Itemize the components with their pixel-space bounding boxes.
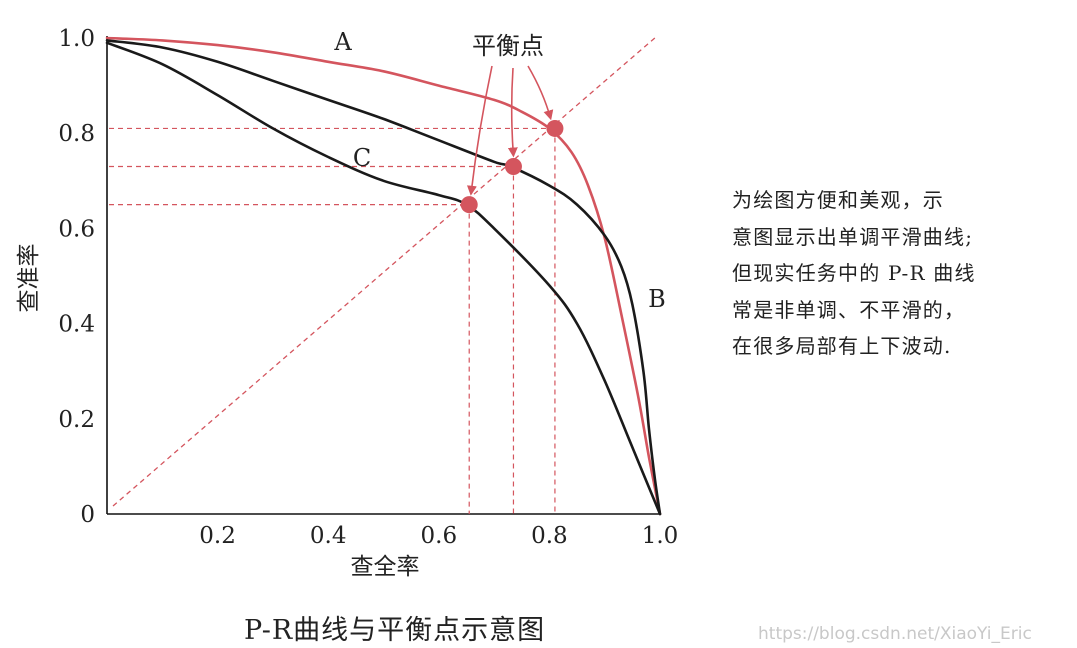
pr-chart: 0.2 0.4 0.6 0.8 1.0 0 0.2 0.4 0.6 0.8 1.… xyxy=(16,26,678,580)
side-note-line: 常是非单调、不平滑的， xyxy=(732,297,966,322)
break-even-arrows xyxy=(466,65,554,196)
curve-b xyxy=(105,39,662,516)
side-note-line: 意图显示出单调平滑曲线; xyxy=(732,224,974,249)
break-even-arrow xyxy=(466,65,493,196)
break-even-points xyxy=(460,119,564,214)
x-axis-label: 查全率 xyxy=(351,554,420,580)
curves xyxy=(105,36,662,516)
break-even-dashed-lines xyxy=(109,36,657,514)
y-tick-label: 0.8 xyxy=(58,121,95,147)
y-axis-label: 查准率 xyxy=(16,244,42,313)
break-even-arrow xyxy=(527,65,554,121)
axes xyxy=(106,36,660,515)
curve-a xyxy=(105,36,662,516)
curve-label-b: B xyxy=(648,285,666,313)
break-even-arrow xyxy=(507,67,518,158)
break-even-point xyxy=(460,196,478,214)
diagonal-reference-line xyxy=(112,36,657,507)
chart-text: 0.2 0.4 0.6 0.8 1.0 0 0.2 0.4 0.6 0.8 1.… xyxy=(16,26,678,580)
break-even-point xyxy=(546,119,564,137)
side-note-line: 为绘图方便和美观，示 xyxy=(732,188,944,212)
x-tick-label: 0.8 xyxy=(531,523,568,549)
y-tick-label: 1.0 xyxy=(58,26,95,52)
break-even-point xyxy=(504,158,522,176)
y-tick-label: 0.6 xyxy=(58,216,95,242)
x-tick-label: 0.6 xyxy=(421,523,458,549)
y-tick-label: 0.4 xyxy=(58,312,95,338)
figure-caption: P-R曲线与平衡点示意图 xyxy=(244,615,546,646)
y-tick-label: 0 xyxy=(80,502,95,528)
x-tick-label: 0.2 xyxy=(199,523,236,549)
curve-label-c: C xyxy=(353,144,371,172)
break-even-label: 平衡点 xyxy=(472,32,544,60)
curve-label-a: A xyxy=(333,28,352,56)
side-note-line: 但现实任务中的 P-R 曲线 xyxy=(732,261,976,285)
side-note: 为绘图方便和美观，示 意图显示出单调平滑曲线; 但现实任务中的 P-R 曲线 常… xyxy=(732,182,1067,365)
y-tick-label: 0.2 xyxy=(58,407,95,433)
x-tick-label: 0.4 xyxy=(310,523,347,549)
curve-c xyxy=(105,41,662,516)
side-note-line: 在很多局部有上下波动. xyxy=(732,334,952,358)
x-tick-label: 1.0 xyxy=(642,523,679,549)
watermark: https://blog.csdn.net/XiaoYi_Eric xyxy=(758,624,1032,644)
